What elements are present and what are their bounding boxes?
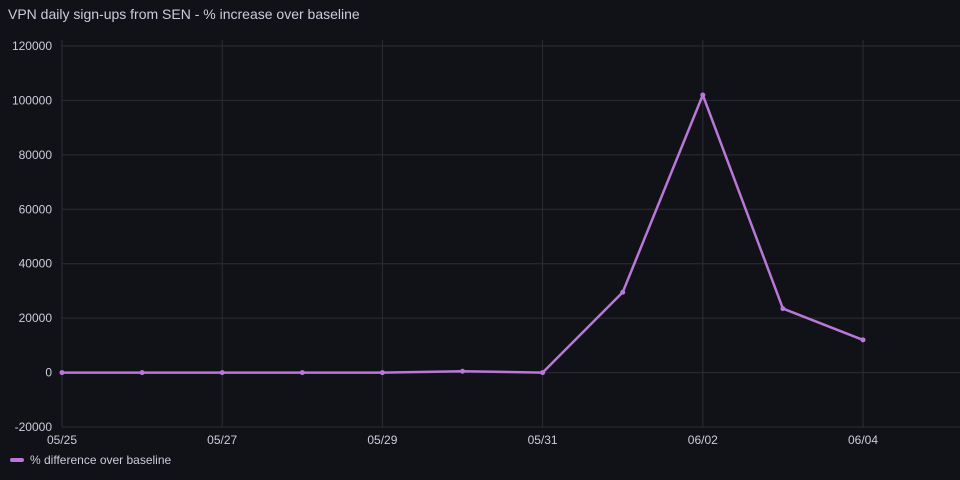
y-tick-label: -20000: [15, 420, 53, 434]
x-tick-label: 05/29: [367, 433, 397, 447]
data-point[interactable]: [219, 370, 225, 376]
y-tick-label: 80000: [19, 148, 53, 162]
series-layer: [59, 92, 866, 376]
x-axis-ticks: 05/25 05/27 05/29 05/31 06/02 06/04: [47, 433, 878, 447]
data-point[interactable]: [139, 370, 145, 376]
data-point[interactable]: [780, 306, 786, 312]
x-tick-label: 05/27: [207, 433, 237, 447]
chart-title: VPN daily sign-ups from SEN - % increase…: [8, 6, 360, 22]
data-point[interactable]: [460, 368, 465, 374]
legend[interactable]: % difference over baseline: [10, 453, 171, 467]
legend-label: % difference over baseline: [30, 453, 172, 467]
data-point[interactable]: [620, 289, 626, 295]
data-point[interactable]: [700, 92, 706, 98]
x-tick-label: 05/25: [47, 433, 77, 447]
data-point[interactable]: [540, 370, 546, 376]
data-point[interactable]: [860, 337, 866, 343]
y-tick-label: 40000: [19, 257, 53, 271]
x-tick-label: 06/04: [848, 433, 878, 447]
y-tick-label: 0: [45, 366, 52, 380]
data-point[interactable]: [59, 370, 65, 376]
y-tick-label: 60000: [19, 202, 53, 216]
data-point[interactable]: [379, 370, 385, 376]
y-tick-label: 120000: [12, 39, 52, 53]
y-tick-label: 20000: [19, 311, 53, 325]
x-tick-label: 05/31: [528, 433, 558, 447]
legend-swatch: [10, 458, 24, 462]
y-tick-label: 100000: [12, 93, 52, 107]
y-axis-ticks: -20000 0 20000 40000 60000 80000 100000 120000: [12, 39, 52, 434]
x-tick-label: 06/02: [688, 433, 718, 447]
series-line[interactable]: [62, 93, 864, 374]
grid-lines: [61, 40, 960, 428]
data-point[interactable]: [299, 370, 305, 376]
